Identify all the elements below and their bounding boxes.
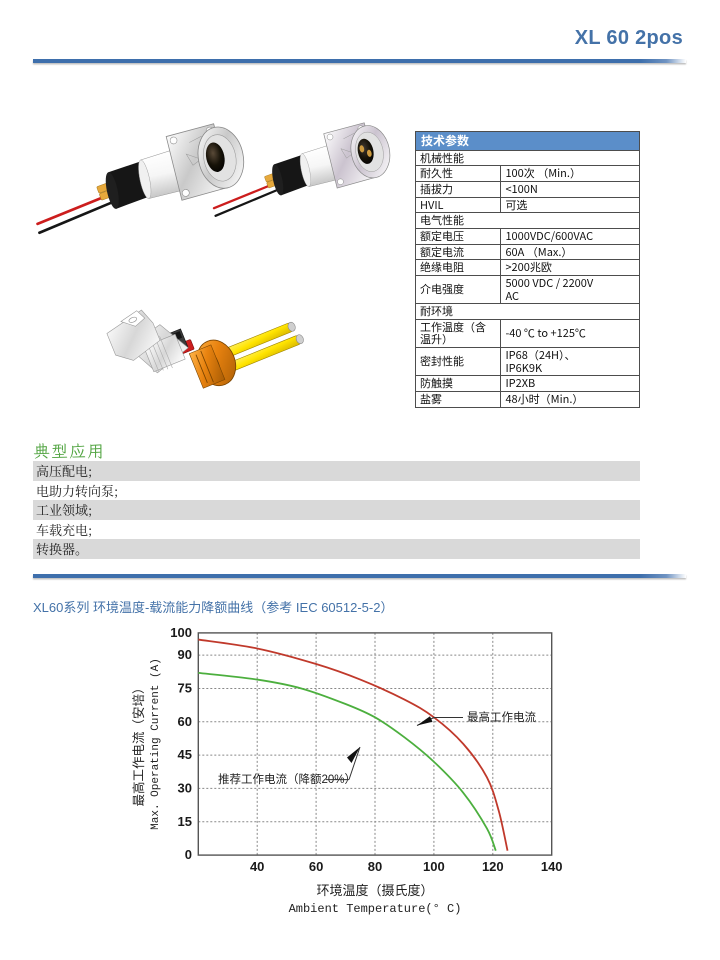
svg-text:0: 0 xyxy=(185,847,192,862)
svg-text:40: 40 xyxy=(250,859,264,874)
svg-text:最高工作电流: 最高工作电流 xyxy=(467,710,536,724)
svg-text:环境温度（摄氏度）: 环境温度（摄氏度） xyxy=(316,883,433,898)
svg-text:60: 60 xyxy=(178,714,192,729)
svg-text:30: 30 xyxy=(178,780,192,795)
svg-text:Max. Operating Current (A): Max. Operating Current (A) xyxy=(150,658,162,830)
svg-text:80: 80 xyxy=(368,859,382,874)
svg-text:75: 75 xyxy=(178,681,192,696)
svg-text:Ambient Temperature(° C): Ambient Temperature(° C) xyxy=(289,902,462,916)
svg-text:45: 45 xyxy=(178,747,192,762)
svg-text:60: 60 xyxy=(309,859,323,874)
svg-text:推荐工作电流（降额20%）: 推荐工作电流（降额20%） xyxy=(218,772,356,786)
svg-text:15: 15 xyxy=(178,814,192,829)
svg-text:最高工作电流（安培）: 最高工作电流（安培） xyxy=(131,681,146,806)
svg-text:90: 90 xyxy=(178,647,192,662)
svg-text:100: 100 xyxy=(423,859,445,874)
svg-text:100: 100 xyxy=(170,625,192,640)
svg-text:120: 120 xyxy=(482,859,504,874)
svg-text:140: 140 xyxy=(541,859,563,874)
